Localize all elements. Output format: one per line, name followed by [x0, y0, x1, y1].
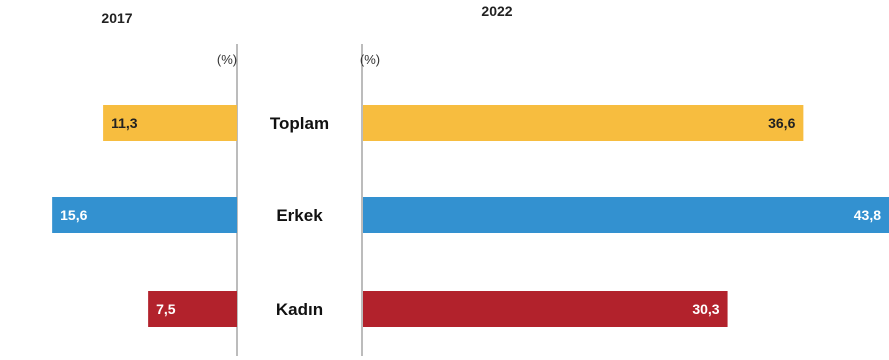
- value-label-2022-kad-n: 30,3: [692, 301, 719, 317]
- series-title-left: 2017: [101, 10, 132, 26]
- bar-2022-toplam: [363, 105, 804, 141]
- value-label-2022-erkek: 43,8: [854, 207, 881, 223]
- bar-2017-toplam: [103, 105, 237, 141]
- series-title-right: 2022: [481, 3, 512, 19]
- value-label-2017-toplam: 11,3: [111, 115, 138, 131]
- value-label-2017-kad-n: 7,5: [156, 301, 176, 317]
- bar-2022-erkek: [363, 197, 889, 233]
- unit-label-left: (%): [217, 52, 237, 67]
- bars-group: 11,3 36,6 Toplam 15,6 43,8 Erkek 7,5 30,3 Kadın: [52, 105, 889, 327]
- value-label-2017-erkek: 15,6: [60, 207, 87, 223]
- category-label-toplam: Toplam: [270, 114, 329, 133]
- category-label-kad-n: Kadın: [276, 300, 323, 319]
- bar-2022-kad-n: [363, 291, 728, 327]
- bar-2017-erkek: [52, 197, 237, 233]
- category-label-erkek: Erkek: [276, 206, 323, 225]
- bar-2017-kad-n: [148, 291, 237, 327]
- value-label-2022-toplam: 36,6: [768, 115, 795, 131]
- unit-label-right: (%): [360, 52, 380, 67]
